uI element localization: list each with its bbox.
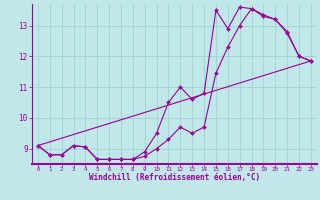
X-axis label: Windchill (Refroidissement éolien,°C): Windchill (Refroidissement éolien,°C) bbox=[89, 173, 260, 182]
